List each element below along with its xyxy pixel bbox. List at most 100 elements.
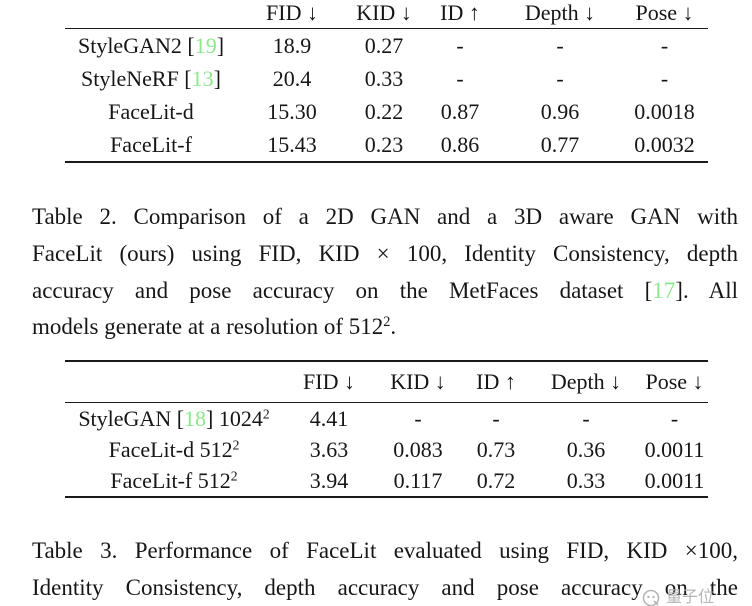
- metric-value: 18.9: [272, 32, 312, 58]
- metric-value: -: [492, 405, 500, 431]
- model-name-text: FaceLit-f 512: [110, 467, 231, 493]
- model-name-text: ]: [213, 65, 221, 91]
- metric-value: 15.30: [267, 98, 317, 124]
- citation-ref[interactable]: 17: [652, 277, 676, 303]
- metric-value: 0.77: [540, 131, 580, 157]
- caption-line: Table 2. Comparison of a 2D GAN and a 3D…: [32, 196, 738, 233]
- metric-value: -: [582, 405, 590, 431]
- column-header-kid: KID ↓: [375, 361, 461, 403]
- model-name-text: StyleGAN2 [: [77, 32, 195, 58]
- model-name-text: FaceLit-f: [110, 131, 192, 157]
- metric-value: 0.083: [393, 436, 443, 462]
- caption-text: accuracy and pose accuracy on the MetFac…: [32, 277, 653, 303]
- model-name: StyleGAN [18] 10242: [65, 403, 283, 435]
- column-header-fid: FID ↓: [283, 361, 375, 403]
- metfaces-results-table: FID ↓ KID ↓ ID ↑ Depth ↓ Pose ↓ StyleGAN…: [65, 0, 708, 163]
- metric-value: 0.72: [476, 467, 516, 493]
- metric-value: 20.4: [272, 65, 312, 91]
- column-header-kid: KID ↓: [347, 0, 421, 29]
- metric-value: -: [414, 405, 422, 431]
- metric-value: 0.22: [364, 98, 404, 124]
- model-name-text: ]: [216, 32, 225, 58]
- model-name-text: ] 1024: [206, 405, 263, 431]
- table-row: StyleGAN2 [19] 18.9 0.27 - - -: [65, 29, 708, 63]
- table2-caption: Table 2. Comparison of a 2D GAN and a 3D…: [32, 196, 738, 343]
- column-header-id: ID ↑: [461, 361, 531, 403]
- metric-value: 3.63: [309, 436, 349, 462]
- metric-value: 0.0011: [644, 436, 705, 462]
- metric-value: 0.27: [364, 32, 404, 58]
- metric-value: 0.23: [364, 131, 404, 157]
- model-name: FaceLit-f: [65, 128, 237, 162]
- column-header-id: ID ↑: [421, 0, 499, 29]
- model-name-text: StyleNeRF [: [81, 65, 192, 91]
- model-name-text: FaceLit-d 512: [108, 436, 233, 462]
- table-row: StyleGAN [18] 10242 4.41 - - - -: [65, 403, 708, 435]
- metric-value: 0.0011: [644, 467, 705, 493]
- empty-header-cell: [65, 361, 283, 403]
- caption-text: Identity Consistency, depth accuracy and…: [32, 574, 738, 600]
- metric-value: -: [456, 32, 464, 58]
- model-name: FaceLit-d 5122: [65, 434, 283, 465]
- table-header-row: FID ↓ KID ↓ ID ↑ Depth ↓ Pose ↓: [65, 0, 708, 29]
- citation-ref[interactable]: 19: [194, 32, 217, 58]
- metric-value: 0.96: [540, 98, 580, 124]
- metric-value: -: [556, 32, 564, 58]
- metric-value: 0.33: [364, 65, 404, 91]
- column-header-pose: Pose ↓: [641, 361, 708, 403]
- superscript: 2: [262, 406, 270, 421]
- metric-value: 4.41: [309, 405, 349, 431]
- metric-value: 15.43: [267, 131, 317, 157]
- caption-line: accuracy and pose accuracy on the MetFac…: [32, 270, 738, 307]
- model-name-text: FaceLit-d: [108, 98, 194, 124]
- metric-value: -: [660, 32, 669, 58]
- metric-value: 0.33: [566, 467, 606, 493]
- model-name: StyleGAN2 [19]: [65, 29, 237, 63]
- caption-text: models generate at a resolution of 512: [32, 314, 384, 340]
- table3-caption: Table 3. Performance of FaceLit evaluate…: [32, 530, 738, 606]
- citation-ref[interactable]: 13: [191, 65, 214, 91]
- caption-text: Table 3. Performance of FaceLit evaluate…: [32, 537, 738, 563]
- metric-value: -: [456, 65, 464, 91]
- caption-text: Table 2. Comparison of a 2D GAN and a 3D…: [32, 203, 738, 229]
- watermark: 量子位: [641, 586, 714, 606]
- table-row: FaceLit-f 5122 3.94 0.117 0.72 0.33 0.00…: [65, 465, 708, 497]
- citation-ref[interactable]: 18: [184, 405, 207, 431]
- watermark-text: 量子位: [666, 587, 715, 606]
- metric-value: 0.0032: [634, 131, 695, 157]
- superscript: 2: [230, 468, 238, 483]
- metric-value: 3.94: [309, 467, 349, 493]
- model-name: FaceLit-d: [65, 95, 237, 128]
- metric-value: 0.117: [393, 467, 443, 493]
- caption-line: Table 3. Performance of FaceLit evaluate…: [32, 530, 738, 567]
- metric-value: -: [660, 65, 669, 91]
- caption-line: FaceLit (ours) using FID, KID × 100, Ide…: [32, 233, 738, 270]
- metric-value: -: [670, 405, 679, 431]
- model-name: StyleNeRF [13]: [65, 62, 237, 95]
- table-header-row: FID ↓ KID ↓ ID ↑ Depth ↓ Pose ↓: [65, 361, 708, 403]
- metric-value: 0.73: [476, 436, 516, 462]
- celebahq-results-table: FID ↓ KID ↓ ID ↑ Depth ↓ Pose ↓ StyleGAN…: [65, 360, 708, 498]
- table-row: FaceLit-f 15.43 0.23 0.86 0.77 0.0032: [65, 128, 708, 162]
- empty-header-cell: [65, 0, 237, 29]
- column-header-fid: FID ↓: [237, 0, 347, 29]
- table-row: StyleNeRF [13] 20.4 0.33 - - -: [65, 62, 708, 95]
- metric-value: -: [556, 65, 564, 91]
- metric-value: 0.86: [440, 131, 480, 157]
- model-name: FaceLit-f 5122: [65, 465, 283, 497]
- qbitai-logo-icon: [642, 589, 660, 606]
- caption-line: models generate at a resolution of 5122.: [32, 306, 738, 343]
- caption-text: .: [390, 314, 397, 340]
- caption-line: Identity Consistency, depth accuracy and…: [32, 567, 738, 604]
- metric-value: 0.0018: [634, 98, 695, 124]
- metric-value: 0.36: [566, 436, 606, 462]
- table-row: FaceLit-d 15.30 0.22 0.87 0.96 0.0018: [65, 95, 708, 128]
- caption-text: FaceLit (ours) using FID, KID × 100, Ide…: [32, 240, 738, 266]
- superscript: 2: [383, 314, 391, 331]
- column-header-depth: Depth ↓: [531, 361, 641, 403]
- model-name-text: StyleGAN [: [78, 405, 185, 431]
- caption-text: ]. All: [675, 277, 738, 303]
- column-header-pose: Pose ↓: [621, 0, 708, 29]
- table-row: FaceLit-d 5122 3.63 0.083 0.73 0.36 0.00…: [65, 434, 708, 465]
